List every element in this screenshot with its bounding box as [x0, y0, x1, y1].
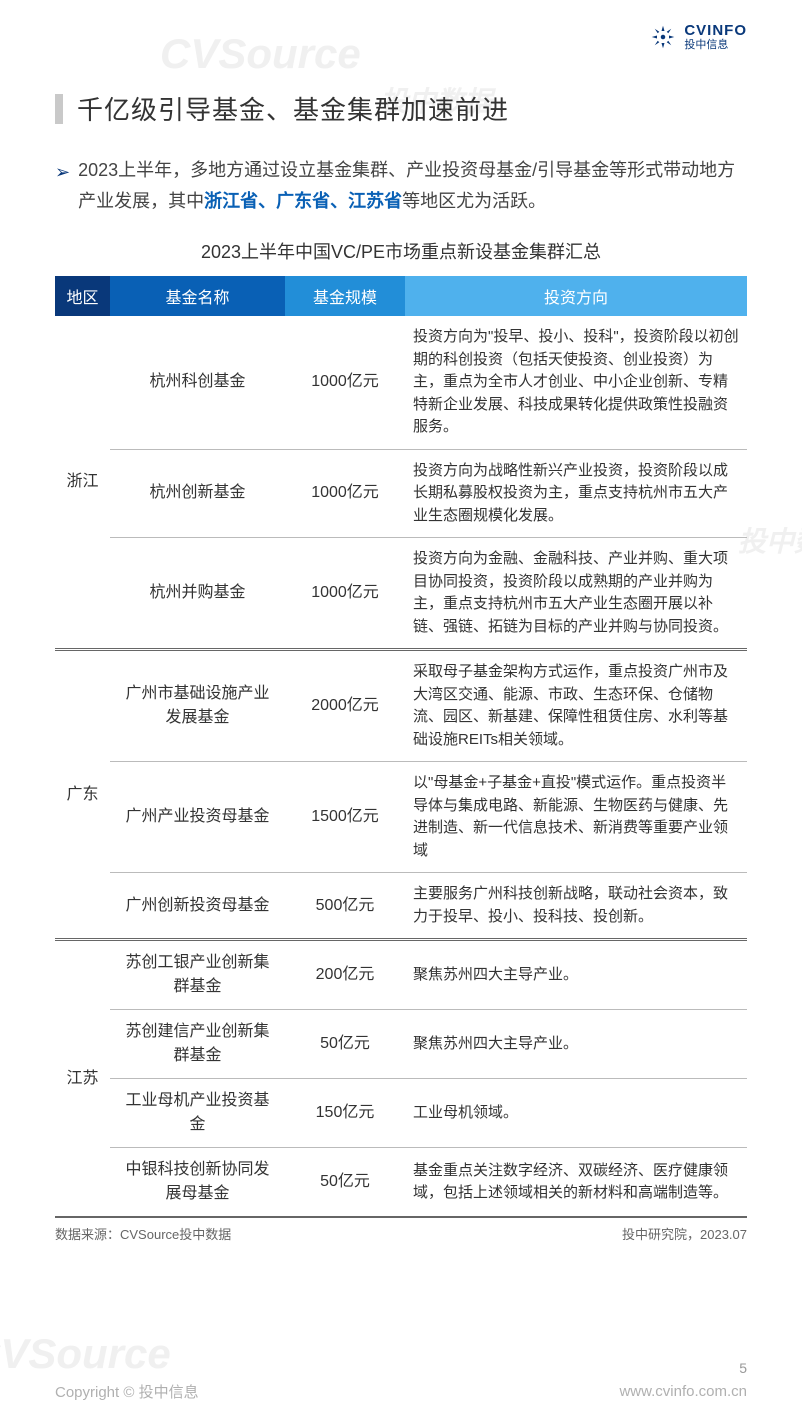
- fund-size-cell: 2000亿元: [285, 650, 405, 762]
- fund-direction-cell: 主要服务广州科技创新战略，联动社会资本，致力于投早、投小、投科技、投创新。: [405, 873, 747, 940]
- footer-url: www.cvinfo.com.cn: [619, 1383, 747, 1400]
- fund-size-cell: 200亿元: [285, 940, 405, 1010]
- fund-direction-cell: 聚焦苏州四大主导产业。: [405, 940, 747, 1010]
- intro-suffix: 等地区尤为活跃。: [402, 191, 546, 211]
- fund-direction-cell: 工业母机领域。: [405, 1079, 747, 1148]
- fund-direction-cell: 投资方向为"投早、投小、投科"，投资阶段以初创期的科创投资（包括天使投资、创业投…: [405, 316, 747, 449]
- fund-direction-cell: 基金重点关注数字经济、双碳经济、医疗健康领域，包括上述领域相关的新材料和高端制造…: [405, 1148, 747, 1218]
- th-direction: 投资方向: [405, 276, 747, 316]
- fund-name-cell: 广州产业投资母基金: [110, 762, 285, 873]
- th-region: 地区: [55, 276, 110, 316]
- fund-direction-cell: 聚焦苏州四大主导产业。: [405, 1010, 747, 1079]
- table-row: 苏创建信产业创新集群基金50亿元聚焦苏州四大主导产业。: [55, 1010, 747, 1079]
- table-row: 广州产业投资母基金1500亿元以"母基金+子基金+直投"模式运作。重点投资半导体…: [55, 762, 747, 873]
- fund-name-cell: 杭州科创基金: [110, 316, 285, 449]
- fund-name-cell: 杭州创新基金: [110, 449, 285, 538]
- table-row: 广州创新投资母基金500亿元主要服务广州科技创新战略，联动社会资本，致力于投早、…: [55, 873, 747, 940]
- th-size: 基金规模: [285, 276, 405, 316]
- fund-name-cell: 苏创建信产业创新集群基金: [110, 1010, 285, 1079]
- table-row: 广东广州市基础设施产业发展基金2000亿元采取母子基金架构方式运作，重点投资广州…: [55, 650, 747, 762]
- page-title: 千亿级引导基金、基金集群加速前进: [77, 90, 509, 127]
- bullet-arrow-icon: ➢: [55, 157, 70, 188]
- table-title: 2023上半年中国VC/PE市场重点新设基金集群汇总: [55, 238, 747, 264]
- fund-name-cell: 苏创工银产业创新集群基金: [110, 940, 285, 1010]
- region-cell: 广东: [55, 650, 110, 940]
- title-section: 千亿级引导基金、基金集群加速前进: [55, 90, 747, 127]
- table-row: 浙江杭州科创基金1000亿元投资方向为"投早、投小、投科"，投资阶段以初创期的科…: [55, 316, 747, 449]
- table-row: 江苏苏创工银产业创新集群基金200亿元聚焦苏州四大主导产业。: [55, 940, 747, 1010]
- table-row: 杭州创新基金1000亿元投资方向为战略性新兴产业投资，投资阶段以成长期私募股权投…: [55, 449, 747, 538]
- copyright-text: Copyright © 投中信息: [55, 1381, 199, 1402]
- fund-size-cell: 1000亿元: [285, 449, 405, 538]
- fund-size-cell: 1000亿元: [285, 538, 405, 650]
- th-name: 基金名称: [110, 276, 285, 316]
- fund-direction-cell: 采取母子基金架构方式运作，重点投资广州市及大湾区交通、能源、市政、生态环保、仓储…: [405, 650, 747, 762]
- fund-name-cell: 杭州并购基金: [110, 538, 285, 650]
- region-cell: 江苏: [55, 940, 110, 1218]
- page-footer: Copyright © 投中信息 www.cvinfo.com.cn: [0, 1381, 802, 1402]
- page-number: 5: [739, 1360, 747, 1376]
- table-row: 中银科技创新协同发展母基金50亿元基金重点关注数字经济、双碳经济、医疗健康领域，…: [55, 1148, 747, 1218]
- fund-name-cell: 中银科技创新协同发展母基金: [110, 1148, 285, 1218]
- fund-size-cell: 1000亿元: [285, 316, 405, 449]
- research-credit: 投中研究院，2023.07: [622, 1224, 747, 1243]
- fund-size-cell: 50亿元: [285, 1148, 405, 1218]
- table-row: 工业母机产业投资基金150亿元工业母机领域。: [55, 1079, 747, 1148]
- title-accent-bar: [55, 94, 63, 124]
- fund-size-cell: 500亿元: [285, 873, 405, 940]
- fund-name-cell: 广州创新投资母基金: [110, 873, 285, 940]
- fund-name-cell: 工业母机产业投资基金: [110, 1079, 285, 1148]
- fund-direction-cell: 投资方向为金融、金融科技、产业并购、重大项目协同投资，投资阶段以成熟期的产业并购…: [405, 538, 747, 650]
- table-header-row: 地区 基金名称 基金规模 投资方向: [55, 276, 747, 316]
- intro-paragraph: ➢ 2023上半年，多地方通过设立基金集群、产业投资母基金/引导基金等形式带动地…: [55, 155, 747, 216]
- source-row: 数据来源：CVSource投中数据 投中研究院，2023.07: [55, 1224, 747, 1243]
- fund-direction-cell: 以"母基金+子基金+直投"模式运作。重点投资半导体与集成电路、新能源、生物医药与…: [405, 762, 747, 873]
- fund-direction-cell: 投资方向为战略性新兴产业投资，投资阶段以成长期私募股权投资为主，重点支持杭州市五…: [405, 449, 747, 538]
- fund-table: 地区 基金名称 基金规模 投资方向 浙江杭州科创基金1000亿元投资方向为"投早…: [55, 276, 747, 1218]
- fund-size-cell: 150亿元: [285, 1079, 405, 1148]
- region-cell: 浙江: [55, 316, 110, 650]
- fund-size-cell: 50亿元: [285, 1010, 405, 1079]
- data-source: 数据来源：CVSource投中数据: [55, 1224, 231, 1243]
- table-row: 杭州并购基金1000亿元投资方向为金融、金融科技、产业并购、重大项目协同投资，投…: [55, 538, 747, 650]
- intro-highlight: 浙江省、广东省、江苏省: [204, 191, 402, 211]
- fund-size-cell: 1500亿元: [285, 762, 405, 873]
- watermark: CVSource: [0, 1330, 171, 1378]
- fund-name-cell: 广州市基础设施产业发展基金: [110, 650, 285, 762]
